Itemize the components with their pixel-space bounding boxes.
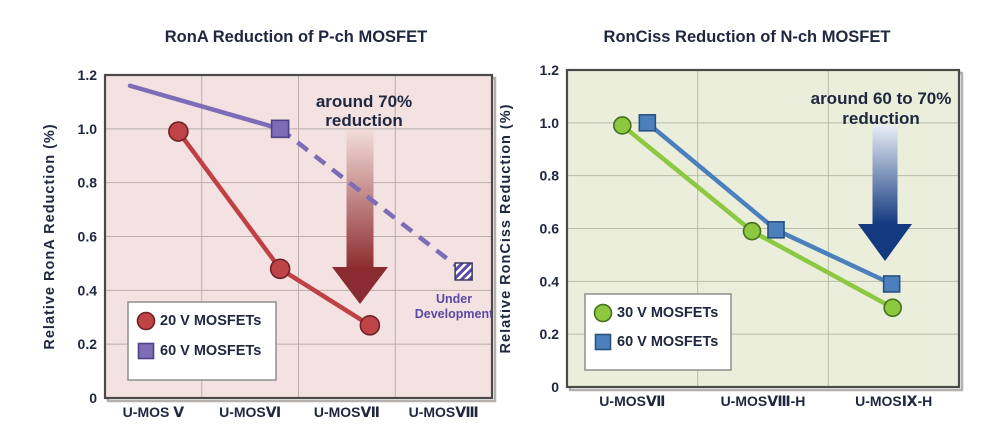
y-tick-label: 0.4 [78,282,98,298]
legend-marker-60v [137,342,155,360]
y-tick-label: 0.2 [540,326,560,342]
nch-mosfet-chart: around 60 to 70%reduction 30 V MOSFETs 60 … [500,28,964,409]
legend-label-60v: 60 V MOSFETs [617,334,718,350]
legend-label-20v: 20 V MOSFETs [160,313,261,329]
20v-data-point [269,258,291,280]
y-axis-title: Relative RonCiss Reduction (%) [500,104,514,354]
x-category-label: U-MOSⅥ [219,404,281,420]
y-tick-label: 1.0 [540,115,560,131]
reduction-arrow-head [332,267,388,304]
60v-line [127,83,283,132]
x-category-label: U-MOS Ⅴ [123,404,185,420]
60v-data-point [270,119,290,139]
chart-title: RonA Reduction of P-ch MOSFET [165,28,427,46]
legend-label-60v: 60 V MOSFETs [160,343,261,359]
60v-dashed-line [278,127,466,274]
y-tick-label: 0.6 [540,221,560,237]
x-category-label: U-MOSⅦ [314,404,380,420]
y-tick-label: 0.6 [78,229,98,245]
20v-data-point [359,315,381,336]
30v-data-point [613,116,632,135]
30v-data-point [883,298,902,318]
y-tick-label: 1.0 [78,121,98,137]
legend-label-30v: 30 V MOSFETs [617,305,718,321]
60v-data-point [767,221,785,239]
status-label: Under [436,292,472,306]
plot-border [565,68,961,389]
y-tick-label: 0.8 [78,175,98,191]
y-tick-label: 0 [89,390,97,406]
legend-marker-30v [593,303,613,323]
y-tick-label: 0 [551,379,559,395]
60v-data-point [638,114,657,132]
y-tick-label: 0.8 [540,168,560,184]
y-tick-label: 1.2 [540,62,560,78]
chart-title: RonCiss Reduction of N-ch MOSFET [604,28,891,46]
nch-chart-figure: around 60 to 70% reduction 30 V MOSFETs 60 … [500,0,1000,444]
legend-marker-20v [136,311,156,331]
reduction-annotation: reduction [842,109,919,128]
y-tick-label: 0.4 [540,273,560,289]
reduction-arrow-head [858,224,912,261]
x-category-label: U-MOSⅨ-H [855,393,932,409]
reduction-annotation: reduction [325,111,402,130]
x-category-label: U-MOSⅧ-H [721,393,806,409]
y-axis-title: Relative RonA Reduction (%) [42,123,58,349]
reduction-annotation: around 60 to 70% [811,89,952,108]
y-tick-label: 1.2 [78,67,98,83]
status-label: Development [415,307,494,321]
20v-data-point [168,121,189,142]
legend-marker-60v [594,333,612,351]
y-tick-label: 0.2 [78,336,98,352]
plot-border [103,73,494,400]
pch-chart-figure: around 70% reduction Under Development 20 V … [42,28,497,420]
60v-under-development-marker [454,262,473,281]
30v-data-point [742,221,762,241]
reduction-arrow-shaft [872,125,898,224]
60v-data-point [882,275,901,293]
x-category-label: U-MOSⅦ [599,393,665,409]
reduction-annotation: around 70% [316,92,412,111]
x-category-label: U-MOSⅧ [409,404,479,420]
